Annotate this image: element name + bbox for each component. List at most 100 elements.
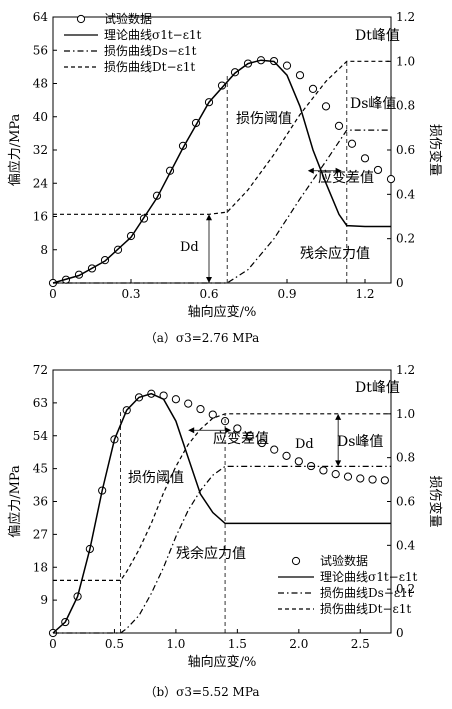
y2-tick-label: 1.2 [396,10,415,24]
test-data-point [295,71,305,80]
annotation-stress_diff: 应变差值 [213,430,269,447]
dd-arrowhead [335,413,342,420]
x-tick-label: 2.0 [289,637,308,651]
y2-tick-label: 1.0 [396,407,415,421]
x-tick-label: 1.0 [166,637,185,651]
test-data-point [321,102,331,111]
legend-label: 理论曲线σ1t−ε1t [320,570,418,584]
test-data-point [282,61,292,70]
annotation-dt_peak: Dt峰值 [355,28,400,44]
test-data-point [184,399,193,408]
x-tick-label: 0.9 [277,287,296,301]
annotation-threshold: 损伤阈值 [236,111,292,127]
y-tick-label: 32 [33,143,48,157]
y-axis-label: 偏应力/MPa [7,465,23,538]
diff-arrowhead [225,427,232,434]
y2-tick-label: 0.2 [396,582,415,596]
y2-tick-label: 0 [396,276,404,290]
y-tick-label: 63 [33,396,48,410]
x-tick-label: 0.3 [121,287,140,301]
y-tick-label: 27 [33,527,48,541]
y-tick-label: 16 [33,210,48,224]
annotation-residual: 残余应力值 [300,245,370,262]
test-data-point [343,472,353,481]
y2-tick-label: 0.8 [396,99,415,113]
ds-curve [53,465,391,634]
x-axis-label: 轴向应变/% [188,654,257,670]
annotation-dt_peak: Dt峰值 [355,380,400,396]
y2-tick-label: 1.2 [396,363,415,377]
y-tick-label: 72 [33,363,48,377]
test-data-point [245,431,254,440]
annotation-ds_peak: Ds峰值 [350,96,396,112]
y2-tick-label: 0.6 [396,143,415,157]
y-tick-label: 9 [40,593,48,607]
annotation-stress_diff: 应变差值 [318,169,374,186]
y2-tick-label: 0.4 [396,187,415,201]
legend-label: 损伤曲线Dt−ε1t [104,60,195,74]
x-tick-label: 0 [49,287,57,301]
dt-curve [53,60,391,215]
figure-caption: （a）σ3=2.76 MPa [145,331,260,345]
test-data-point [373,165,383,175]
y2-tick-label: 0 [396,626,404,640]
y2-tick-label: 0.2 [396,232,415,246]
annotation-ds_peak: Ds峰值 [337,434,383,450]
x-tick-label: 2.5 [351,637,370,651]
test-data-point [360,154,370,163]
test-data-point [334,121,344,130]
theory-curve [52,59,391,284]
y-tick-label: 64 [33,10,49,24]
test-data-point [380,476,389,485]
test-data-point [347,139,357,148]
theory-curve [52,392,391,634]
x-tick-label: 1.5 [228,637,247,651]
y2-axis-label: 损伤变量 [427,475,443,527]
legend-label: 理论曲线σ1t−ε1t [104,28,202,42]
x-tick-label: 1.2 [355,287,374,301]
legend-label: 损伤曲线Ds−ε1t [104,44,197,58]
y-tick-label: 54 [33,429,49,443]
test-data-point [331,470,340,479]
x-tick-label: 0 [49,637,57,651]
y2-axis-label: 损伤变量 [427,124,443,176]
y-tick-label: 36 [33,495,48,509]
test-data-point [294,457,303,466]
test-data-point [196,404,205,414]
test-data-point [356,474,365,483]
diff-arrowhead [335,167,342,174]
y-tick-label: 24 [33,176,49,190]
y2-tick-label: 0.6 [396,495,415,509]
legend-symbol-test [76,14,86,24]
annotation-dd: Dd [180,240,199,255]
legend-label: 试验数据 [320,553,368,568]
diff-arrowhead [188,427,195,434]
y-tick-label: 56 [33,43,48,57]
legend-label: 试验数据 [104,11,152,26]
y2-tick-label: 1.0 [396,54,415,68]
y2-tick-label: 0.4 [396,538,415,552]
dd-arrowhead [206,277,212,283]
test-data-point [217,81,227,90]
x-axis-label: 轴向应变/% [188,304,257,320]
y-tick-label: 8 [40,243,48,257]
x-tick-label: 0.5 [105,637,124,651]
dd-arrowhead [335,460,342,467]
annotation-threshold: 损伤阈值 [128,470,184,486]
diff-arrowhead [307,167,314,174]
y2-tick-label: 0.8 [396,451,415,465]
y-tick-label: 18 [33,560,48,574]
test-data-point [308,84,318,94]
y-tick-label: 45 [33,462,48,476]
figure-caption: （b）σ3=5.52 MPa [144,685,259,699]
test-data-point [386,174,396,184]
test-data-point [171,395,181,404]
test-data-point [368,475,377,484]
ds-curve [53,129,391,284]
dd-arrowhead [206,214,212,221]
dt-curve [53,413,391,581]
y-axis-label: 偏应力/MPa [7,113,23,186]
test-data-point [208,410,217,419]
legend-label: 损伤曲线Dt−ε1t [320,602,411,616]
